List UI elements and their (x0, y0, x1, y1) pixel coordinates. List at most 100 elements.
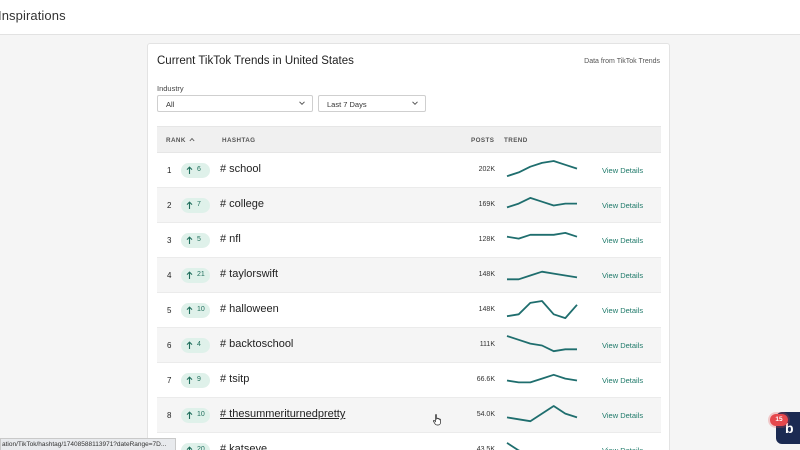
hashtag-link[interactable]: # halloween (220, 303, 279, 315)
hashtag-link[interactable]: # katseye (220, 443, 268, 450)
top-bar: Inspirations (0, 0, 800, 35)
posts-count: 66.6K (476, 376, 495, 383)
arrow-up-icon (186, 446, 193, 450)
posts-count: 128K (478, 236, 495, 243)
rank-change-value: 5 (197, 236, 201, 243)
table-row: 8 10 # thesummeriturnedpretty 54.0K View Det… (157, 398, 661, 433)
table-body: 1 6 # school 202K View Details 2 7 # college 169… (157, 153, 661, 450)
rank-change-badge: 10 (181, 303, 210, 318)
posts-count: 54.0K (476, 411, 495, 418)
arrow-up-icon (186, 166, 193, 174)
industry-select[interactable]: All (157, 95, 313, 112)
trend-sparkline (506, 232, 578, 240)
trend-sparkline (506, 197, 577, 209)
rank-change-badge: 20 (181, 443, 210, 450)
rank-change-badge: 4 (181, 338, 210, 353)
view-details-link[interactable]: View Details (602, 411, 644, 420)
rank-number: 7 (167, 376, 172, 385)
trend-sparkline (506, 373, 578, 384)
rank-change-value: 10 (197, 306, 205, 313)
chat-logo-icon: b (785, 420, 794, 436)
trend-sparkline (506, 335, 577, 353)
table-row: 5 10 # halloween 148K View Details (157, 293, 661, 328)
trend-sparkline (506, 300, 578, 320)
trend-sparkline (506, 160, 578, 178)
rank-number: 1 (167, 166, 172, 175)
industry-select-value: All (166, 100, 175, 109)
rank-header-label: RANK (166, 137, 186, 144)
arrow-up-icon (186, 376, 193, 384)
rank-number: 2 (167, 201, 172, 210)
hashtag-link[interactable]: # backtoschool (220, 338, 294, 350)
link-status-bar: ation/TikTok/hashtag/17408588113971?date… (0, 438, 176, 450)
hashtag-link[interactable]: # nfl (220, 233, 241, 245)
trend-line (506, 405, 578, 423)
posts-count: 148K (478, 306, 495, 313)
posts-count: 169K (478, 201, 495, 208)
rank-column-header[interactable]: RANK (166, 137, 195, 144)
arrow-up-icon (186, 306, 193, 314)
rank-change-value: 4 (197, 341, 201, 348)
rank-number: 4 (167, 271, 172, 280)
rank-change-value: 9 (197, 376, 201, 383)
posts-count: 202K (478, 166, 495, 173)
hand-cursor-icon (432, 414, 441, 426)
view-details-link[interactable]: View Details (602, 446, 643, 450)
trend-sparkline (507, 270, 578, 281)
rank-change-badge: 9 (181, 373, 210, 388)
trend-line (506, 232, 578, 240)
trend-line (507, 270, 578, 281)
hashtag-link[interactable]: # school (220, 163, 261, 175)
chevron-down-icon (299, 101, 305, 106)
posts-count: 148K (478, 271, 495, 278)
hashtag-link[interactable]: # thesummeriturnedpretty (220, 408, 346, 420)
trend-column-header: TREND (504, 137, 528, 144)
trend-line (506, 335, 577, 353)
posts-count: 43.5K (476, 446, 495, 450)
view-details-link[interactable]: View Details (602, 306, 644, 315)
hashtag-link[interactable]: # tsitp (220, 373, 250, 385)
rank-change-badge: 21 (181, 268, 210, 283)
arrow-up-icon (186, 271, 193, 279)
trend-sparkline (506, 442, 521, 450)
table-row: 4 21 # taylorswift 148K View Details (157, 258, 661, 293)
table-header: RANK HASHTAG POSTS TREND (157, 126, 661, 153)
posts-count: 111K (479, 341, 495, 348)
table-row: 3 5 # nfl 128K View Details (157, 223, 661, 258)
trends-table: RANK HASHTAG POSTS TREND 1 6 # school 202K V… (157, 126, 661, 450)
data-source-label: Data from TikTok Trends (584, 58, 660, 65)
arrow-up-icon (186, 341, 193, 349)
date-range-select[interactable]: Last 7 Days (318, 95, 426, 112)
view-details-link[interactable]: View Details (602, 236, 644, 245)
hashtag-column-header: HASHTAG (222, 137, 256, 144)
notification-badge: 15 (770, 414, 788, 426)
rank-change-value: 7 (197, 201, 201, 208)
posts-column-header: POSTS (471, 137, 495, 144)
page-title: Inspirations (0, 8, 66, 23)
view-details-link[interactable]: View Details (602, 271, 644, 280)
view-details-link[interactable]: View Details (602, 166, 644, 175)
hashtag-link[interactable]: # taylorswift (220, 268, 279, 280)
chevron-up-icon (189, 137, 195, 142)
table-row: 2 7 # college 169K View Details (157, 188, 661, 223)
trend-line (506, 160, 578, 178)
hashtag-link[interactable]: # college (220, 198, 265, 210)
industry-label: Industry (157, 84, 184, 93)
rank-change-value: 6 (197, 166, 201, 173)
arrow-up-icon (186, 201, 193, 209)
arrow-up-icon (186, 411, 193, 419)
view-details-link[interactable]: View Details (602, 341, 644, 350)
rank-change-badge: 10 (181, 408, 210, 423)
rank-number: 5 (167, 306, 172, 315)
rank-change-value: 20 (197, 446, 205, 450)
trends-card: Current TikTok Trends in United States D… (147, 43, 670, 450)
date-range-select-value: Last 7 Days (327, 100, 367, 109)
trend-sparkline (506, 405, 578, 423)
rank-change-value: 10 (197, 411, 205, 418)
view-details-link[interactable]: View Details (602, 376, 644, 385)
rank-change-badge: 5 (181, 233, 210, 248)
view-details-link[interactable]: View Details (602, 201, 644, 210)
rank-number: 8 (167, 411, 172, 420)
rank-change-badge: 6 (181, 163, 210, 178)
